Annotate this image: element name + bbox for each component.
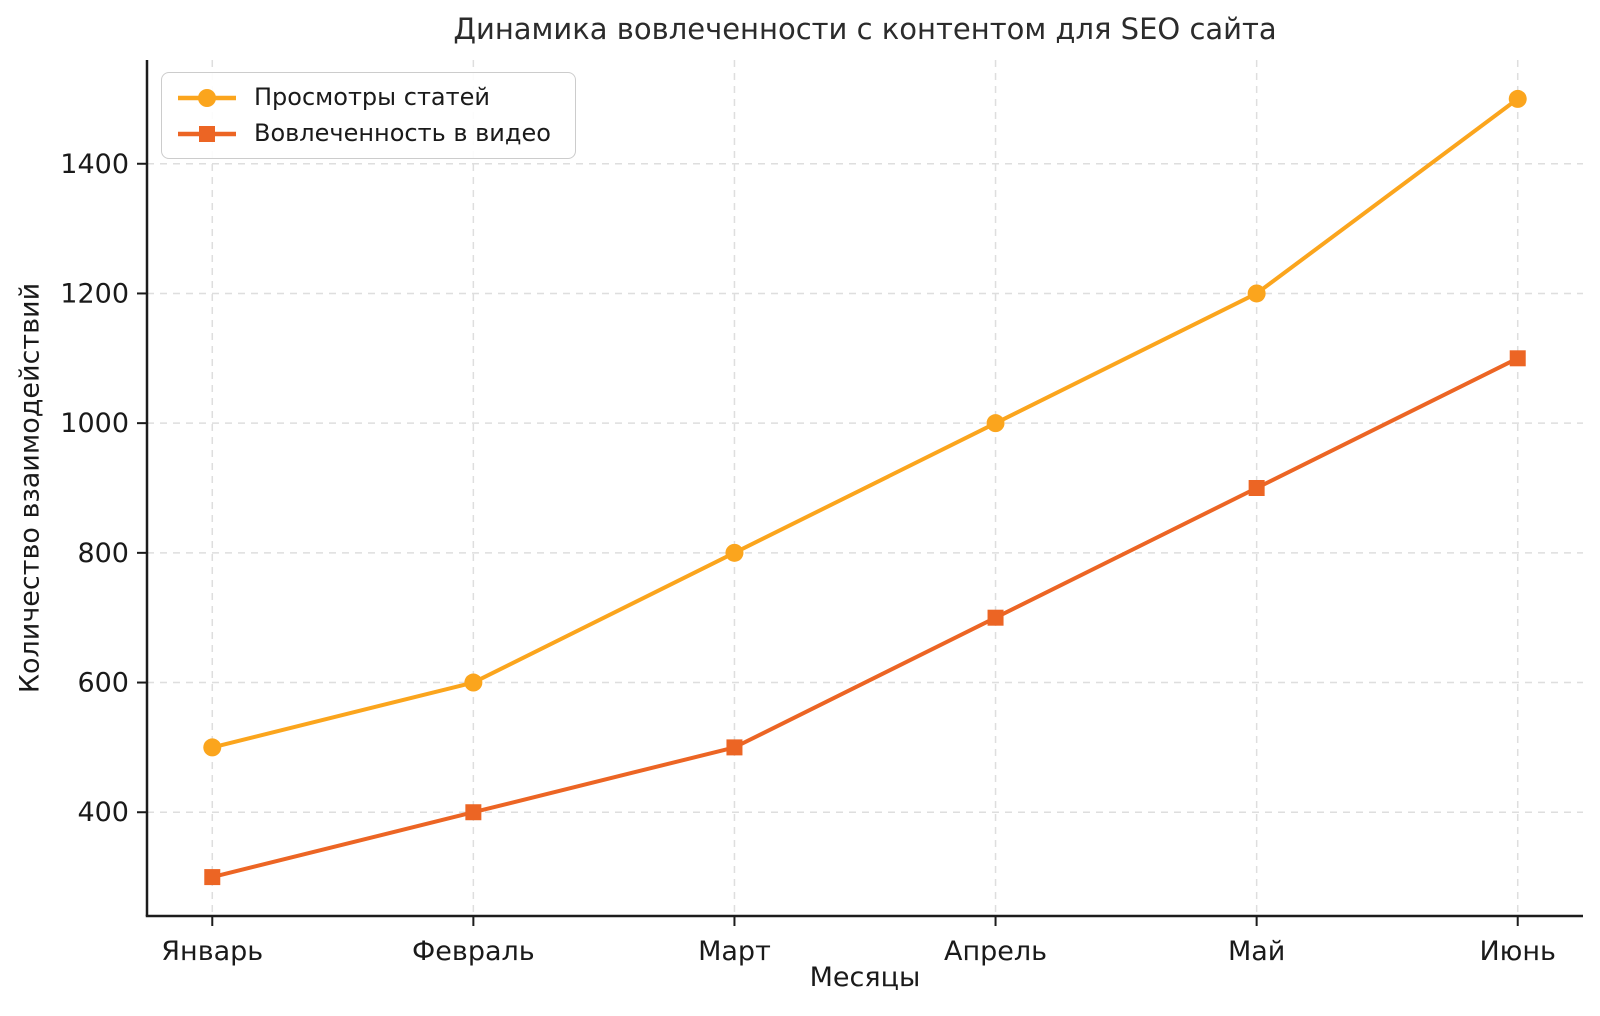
x-tick-label: Май — [1228, 936, 1285, 967]
data-point-circle — [1247, 284, 1266, 303]
x-tick-label: Апрель — [944, 936, 1047, 967]
legend-item: Вовлеченность в видео — [175, 118, 551, 149]
legend-item: Просмотры статей — [175, 82, 551, 113]
y-tick-label: 600 — [77, 668, 129, 699]
y-tick-label: 1200 — [60, 278, 129, 309]
data-point-square — [726, 739, 743, 756]
data-point-square — [465, 804, 482, 821]
series-line-1 — [210, 356, 1520, 880]
legend-label: Просмотры статей — [254, 83, 490, 111]
legend: Просмотры статей Вовлеченность в видео — [161, 72, 576, 159]
data-point-square — [987, 609, 1004, 626]
x-tick-label: Март — [698, 936, 771, 967]
y-axis-title: Количество взаимодействий — [14, 282, 46, 694]
data-point-circle — [464, 673, 483, 692]
data-point-circle — [203, 738, 222, 757]
y-tick-label: 1400 — [60, 149, 129, 180]
x-axis-title: Месяцы — [809, 962, 921, 993]
x-tick-label: Январь — [161, 936, 263, 967]
data-point-square — [1509, 350, 1526, 367]
y-tick-label: 1000 — [60, 408, 129, 439]
legend-square-marker-sample — [178, 125, 236, 142]
chart-title: Динамика вовлеченности с контентом для S… — [453, 12, 1277, 46]
y-tick-label: 800 — [77, 538, 129, 569]
series-line-0 — [210, 96, 1520, 750]
x-tick-label: Февраль — [412, 936, 535, 967]
data-point-circle — [725, 543, 744, 562]
data-point-square — [1248, 480, 1265, 496]
legend-label: Вовлеченность в видео — [254, 119, 551, 147]
x-tick-label: Июнь — [1479, 936, 1556, 967]
data-point-square — [204, 869, 221, 886]
legend-circle-marker-sample — [178, 88, 236, 107]
data-point-circle — [986, 414, 1005, 433]
data-point-circle — [1508, 89, 1527, 108]
y-tick-label: 400 — [77, 797, 129, 828]
